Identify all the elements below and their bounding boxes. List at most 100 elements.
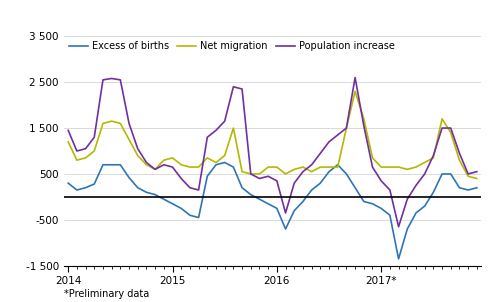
Population increase (465, 172, 471, 176)
Excess of births (387, 214, 393, 217)
Net migration (431, 156, 436, 160)
Net migration (195, 165, 201, 169)
Excess of births (404, 227, 410, 231)
Population increase (309, 163, 315, 167)
Net migration (161, 158, 167, 162)
Population increase (283, 211, 289, 215)
Population increase (195, 188, 201, 192)
Net migration (361, 117, 367, 121)
Excess of births (474, 186, 480, 190)
Population increase (74, 149, 80, 153)
Population increase (431, 154, 436, 157)
Excess of births (169, 202, 175, 206)
Excess of births (161, 198, 167, 201)
Population increase (82, 147, 88, 150)
Legend: Excess of births, Net migration, Population increase: Excess of births, Net migration, Populat… (69, 41, 395, 51)
Population increase (265, 175, 271, 178)
Net migration (178, 163, 184, 167)
Population increase (256, 177, 262, 180)
Net migration (344, 126, 350, 130)
Net migration (309, 170, 315, 173)
Net migration (117, 122, 123, 125)
Population increase (378, 179, 384, 183)
Excess of births (178, 207, 184, 210)
Net migration (100, 122, 106, 125)
Net migration (317, 165, 323, 169)
Net migration (370, 156, 376, 160)
Excess of births (195, 216, 201, 219)
Excess of births (378, 207, 384, 210)
Population increase (117, 78, 123, 82)
Excess of births (143, 191, 149, 194)
Net migration (387, 165, 393, 169)
Excess of births (248, 193, 254, 196)
Net migration (300, 165, 306, 169)
Excess of births (326, 170, 332, 173)
Net migration (109, 119, 114, 123)
Population increase (143, 161, 149, 164)
Net migration (396, 165, 402, 169)
Excess of births (344, 172, 350, 176)
Population increase (274, 179, 280, 183)
Excess of births (422, 204, 428, 208)
Population increase (422, 172, 428, 176)
Excess of births (370, 202, 376, 206)
Net migration (126, 138, 132, 141)
Net migration (230, 126, 236, 130)
Population increase (344, 126, 350, 130)
Excess of births (135, 186, 141, 190)
Net migration (413, 165, 419, 169)
Net migration (256, 172, 262, 176)
Net migration (152, 168, 158, 171)
Population increase (126, 122, 132, 125)
Line: Excess of births: Excess of births (68, 162, 477, 259)
Net migration (326, 165, 332, 169)
Population increase (404, 198, 410, 201)
Population increase (248, 172, 254, 176)
Excess of births (213, 163, 219, 167)
Excess of births (431, 191, 436, 194)
Population increase (65, 129, 71, 132)
Net migration (265, 165, 271, 169)
Net migration (439, 117, 445, 121)
Excess of births (152, 193, 158, 196)
Population increase (352, 76, 358, 79)
Excess of births (413, 211, 419, 215)
Excess of births (239, 186, 245, 190)
Excess of births (457, 186, 463, 190)
Net migration (352, 89, 358, 93)
Net migration (135, 154, 141, 157)
Population increase (100, 78, 106, 82)
Population increase (387, 188, 393, 192)
Population increase (326, 140, 332, 144)
Population increase (361, 124, 367, 127)
Net migration (457, 158, 463, 162)
Net migration (169, 156, 175, 160)
Excess of births (91, 182, 97, 186)
Population increase (370, 165, 376, 169)
Net migration (335, 165, 341, 169)
Excess of births (396, 257, 402, 261)
Population increase (135, 147, 141, 150)
Population increase (413, 184, 419, 187)
Excess of births (291, 209, 297, 213)
Net migration (474, 177, 480, 180)
Population increase (448, 126, 454, 130)
Excess of births (274, 207, 280, 210)
Population increase (204, 135, 210, 139)
Text: *Preliminary data: *Preliminary data (64, 289, 149, 299)
Excess of births (256, 198, 262, 201)
Population increase (230, 85, 236, 88)
Net migration (448, 131, 454, 134)
Excess of births (100, 163, 106, 167)
Line: Net migration: Net migration (68, 91, 477, 178)
Net migration (465, 175, 471, 178)
Excess of births (117, 163, 123, 167)
Population increase (213, 129, 219, 132)
Excess of births (82, 186, 88, 190)
Excess of births (230, 165, 236, 169)
Population increase (474, 170, 480, 173)
Net migration (91, 149, 97, 153)
Excess of births (283, 227, 289, 231)
Net migration (82, 156, 88, 160)
